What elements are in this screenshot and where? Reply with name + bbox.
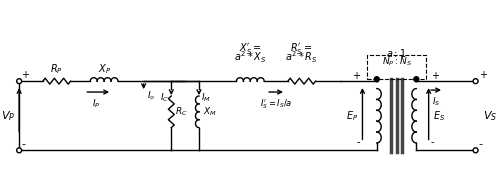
Text: $X_S^{\prime}=$: $X_S^{\prime}=$ — [239, 41, 262, 57]
Bar — [367, 56, 426, 79]
Text: $I_M$: $I_M$ — [201, 91, 211, 104]
Text: $R_S^{\prime}=$: $R_S^{\prime}=$ — [290, 41, 313, 57]
Text: $I_S^{\prime}=I_S/a$: $I_S^{\prime}=I_S/a$ — [260, 98, 292, 112]
Text: $I_o$: $I_o$ — [146, 89, 155, 102]
Text: -: - — [430, 137, 434, 147]
Text: $V_P$: $V_P$ — [1, 109, 15, 123]
Text: $N_P:N_S$: $N_P:N_S$ — [382, 56, 412, 68]
Text: +: + — [21, 70, 29, 80]
Text: $I_P$: $I_P$ — [92, 98, 100, 110]
Circle shape — [473, 148, 478, 153]
Text: +: + — [352, 71, 360, 81]
Circle shape — [414, 77, 419, 82]
Circle shape — [374, 77, 380, 82]
Text: $I_C$: $I_C$ — [160, 91, 170, 104]
Text: $a:1$: $a:1$ — [386, 47, 406, 59]
Text: -: - — [21, 139, 25, 149]
Text: +: + — [478, 70, 486, 80]
Text: -: - — [478, 139, 482, 149]
Text: $R_P$: $R_P$ — [50, 62, 63, 76]
Text: $V_S$: $V_S$ — [484, 109, 498, 123]
Circle shape — [16, 79, 21, 84]
Text: $X_P$: $X_P$ — [98, 62, 110, 76]
Text: $X_M$: $X_M$ — [203, 106, 217, 118]
Text: $I_S$: $I_S$ — [432, 95, 440, 108]
Text: +: + — [430, 71, 438, 81]
Circle shape — [473, 79, 478, 84]
Text: $E_P$: $E_P$ — [346, 109, 358, 123]
Text: $a^2*X_S$: $a^2*X_S$ — [234, 50, 266, 65]
Circle shape — [16, 148, 21, 153]
Text: $E_S$: $E_S$ — [432, 109, 445, 123]
Text: $a^2*R_S$: $a^2*R_S$ — [286, 50, 318, 65]
Text: $R_C$: $R_C$ — [175, 106, 188, 118]
Text: -: - — [357, 137, 360, 147]
